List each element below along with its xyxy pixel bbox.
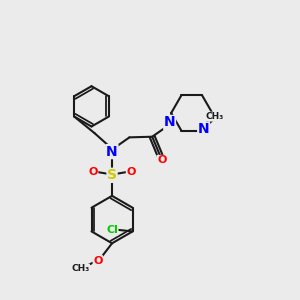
Text: N: N	[106, 145, 118, 159]
Text: O: O	[88, 167, 98, 177]
Text: O: O	[126, 167, 136, 177]
Text: CH₃: CH₃	[206, 112, 224, 121]
Text: O: O	[93, 256, 103, 266]
Text: N: N	[164, 116, 176, 130]
Text: Cl: Cl	[106, 225, 118, 235]
Text: S: S	[107, 168, 117, 182]
Text: O: O	[157, 155, 166, 165]
Text: N: N	[198, 122, 209, 136]
Text: CH₃: CH₃	[71, 264, 90, 273]
